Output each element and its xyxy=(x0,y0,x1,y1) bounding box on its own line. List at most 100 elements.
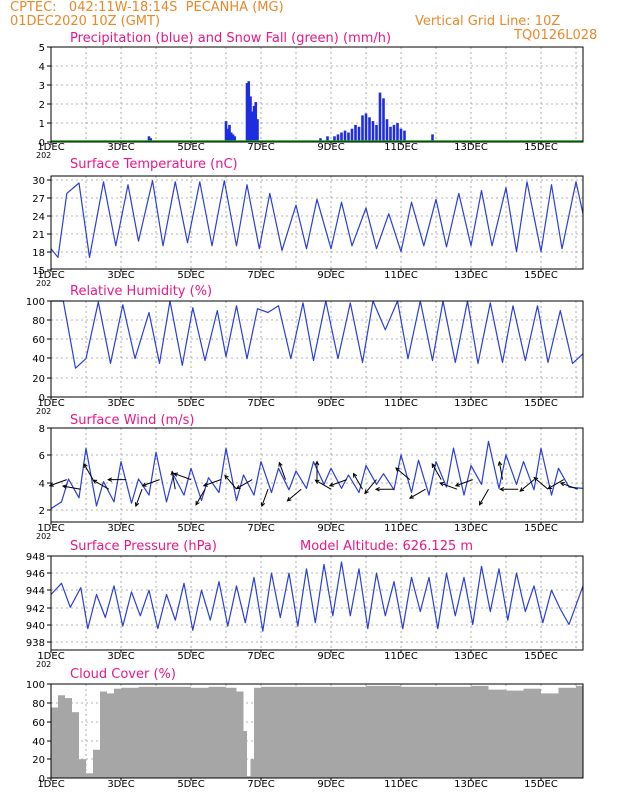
x-tick-label: 9DEC xyxy=(317,142,344,153)
precip-bar xyxy=(326,136,329,142)
x-tick-label: 15DEC xyxy=(524,398,558,409)
precip-bar xyxy=(252,105,256,142)
wind-arrow-head xyxy=(278,461,283,467)
x-tick-label: 13DEC xyxy=(454,270,488,281)
x-tick-label: 1DEC xyxy=(37,398,64,409)
precip-bar xyxy=(250,111,254,142)
wind-arrow xyxy=(409,488,426,499)
cloud-bar xyxy=(558,687,576,778)
y-tick-label: 100 xyxy=(26,680,45,691)
precip-bar xyxy=(231,134,235,142)
cloud-bar xyxy=(236,691,244,778)
series-line xyxy=(50,180,584,258)
y-tick-label: 21 xyxy=(32,230,45,241)
wind-arrow xyxy=(519,479,535,492)
precip-bar xyxy=(228,124,231,142)
y-tick-label: 938 xyxy=(26,638,45,649)
precip-bar xyxy=(319,138,322,142)
header-model-id: TQ0126L028 xyxy=(514,28,598,43)
y-tick-label: 80 xyxy=(32,699,45,710)
precip-bar xyxy=(336,134,340,142)
x-tick-label: 3DEC xyxy=(107,523,134,534)
wind-arrow xyxy=(329,479,347,487)
cloud-bar xyxy=(488,689,506,778)
cloud-bar xyxy=(93,749,100,778)
wind-arrow-head xyxy=(547,484,553,490)
precip-bar xyxy=(224,121,228,142)
x-tick-label: 11DEC xyxy=(384,779,418,790)
cloud-bar xyxy=(138,686,156,778)
year-fragment: 202 xyxy=(36,532,51,541)
precip-bar xyxy=(340,132,343,142)
precip-bar xyxy=(399,128,403,142)
cloud-bar xyxy=(208,686,226,778)
x-tick-label: 7DEC xyxy=(247,142,274,153)
x-tick-label: 7DEC xyxy=(247,779,274,790)
cloud-bar xyxy=(72,712,79,778)
y-tick-label: 1 xyxy=(39,119,45,130)
wind-arrow-head xyxy=(92,479,98,484)
panel-2: 100 80 60 40 20 01DEC 3DEC 5DEC 7DEC 9DEC 11DEC 13D… xyxy=(26,284,584,416)
x-tick-label: 15DEC xyxy=(524,779,558,790)
header-grid-line: Vertical Grid Line: 10Z xyxy=(415,14,561,29)
cloud-bar xyxy=(100,691,107,778)
precip-bar xyxy=(226,128,230,142)
cloud-bar xyxy=(107,693,114,778)
panel-0: 5 4 3 2 1 01DEC 3DEC 5DEC 7DEC 9DEC 11DEC 13DEC 15DE… xyxy=(36,31,584,160)
precip-bar xyxy=(361,115,364,142)
precip-bar xyxy=(375,124,378,142)
wind-arrow-head xyxy=(134,502,140,508)
cloud-bar xyxy=(254,687,261,778)
x-tick-label: 13DEC xyxy=(454,523,488,534)
y-tick-label: 15 xyxy=(32,266,45,277)
wind-arrow-head xyxy=(328,482,334,487)
cloud-bar xyxy=(401,686,436,778)
panel-frame xyxy=(50,175,584,270)
precip-bar xyxy=(249,96,252,142)
precip-bar xyxy=(368,117,371,142)
precip-bar xyxy=(431,134,434,142)
precip-bar xyxy=(371,121,375,142)
wind-arrow-head xyxy=(314,479,320,484)
x-tick-label: 3DEC xyxy=(107,142,134,153)
precip-bar xyxy=(396,123,399,142)
wind-arrow xyxy=(83,463,94,480)
wind-arrow xyxy=(395,467,411,480)
y-tick-label: 3 xyxy=(39,81,45,92)
precip-bar xyxy=(343,130,347,142)
x-tick-label: 5DEC xyxy=(177,651,204,662)
cloud-bar xyxy=(541,693,559,778)
wind-arrow-head xyxy=(395,467,400,472)
cloud-bar xyxy=(65,698,72,778)
wind-arrow-head xyxy=(533,476,539,482)
header-line1: CPTEC: 042:11W-18:14S PECANHA (MG) xyxy=(10,0,284,15)
x-tick-label: 1DEC xyxy=(37,142,64,153)
panel-3: 8 6 4 2 1DEC 3DEC 5DEC 7DEC 9DEC 11DEC 13DEC 15DEC 2… xyxy=(36,413,584,541)
y-tick-label: 27 xyxy=(32,194,45,205)
x-tick-label: 5DEC xyxy=(177,270,204,281)
precip-bar xyxy=(385,119,389,142)
y-tick-label: 948 xyxy=(26,552,45,563)
cloud-bar xyxy=(86,773,93,778)
precip-bar xyxy=(254,102,258,142)
x-tick-label: 11DEC xyxy=(384,398,418,409)
wind-arrow xyxy=(135,489,143,507)
cloud-bar xyxy=(247,776,251,778)
x-tick-label: 13DEC xyxy=(454,779,488,790)
x-tick-label: 7DEC xyxy=(247,270,274,281)
x-tick-label: 9DEC xyxy=(317,779,344,790)
panel-frame xyxy=(50,427,584,523)
precip-bar xyxy=(147,136,151,142)
cloud-bar xyxy=(191,687,209,778)
y-tick-label: 944 xyxy=(26,586,45,597)
y-tick-label: 20 xyxy=(32,374,45,385)
y-tick-label: 0 xyxy=(39,774,45,785)
wind-arrow-head xyxy=(48,482,54,487)
cloud-bar xyxy=(226,687,237,778)
cloud-bar xyxy=(243,731,247,778)
precip-bar xyxy=(247,81,251,142)
wind-arrow-head xyxy=(286,496,292,502)
y-tick-label: 100 xyxy=(26,297,45,308)
wind-arrow xyxy=(287,488,302,502)
